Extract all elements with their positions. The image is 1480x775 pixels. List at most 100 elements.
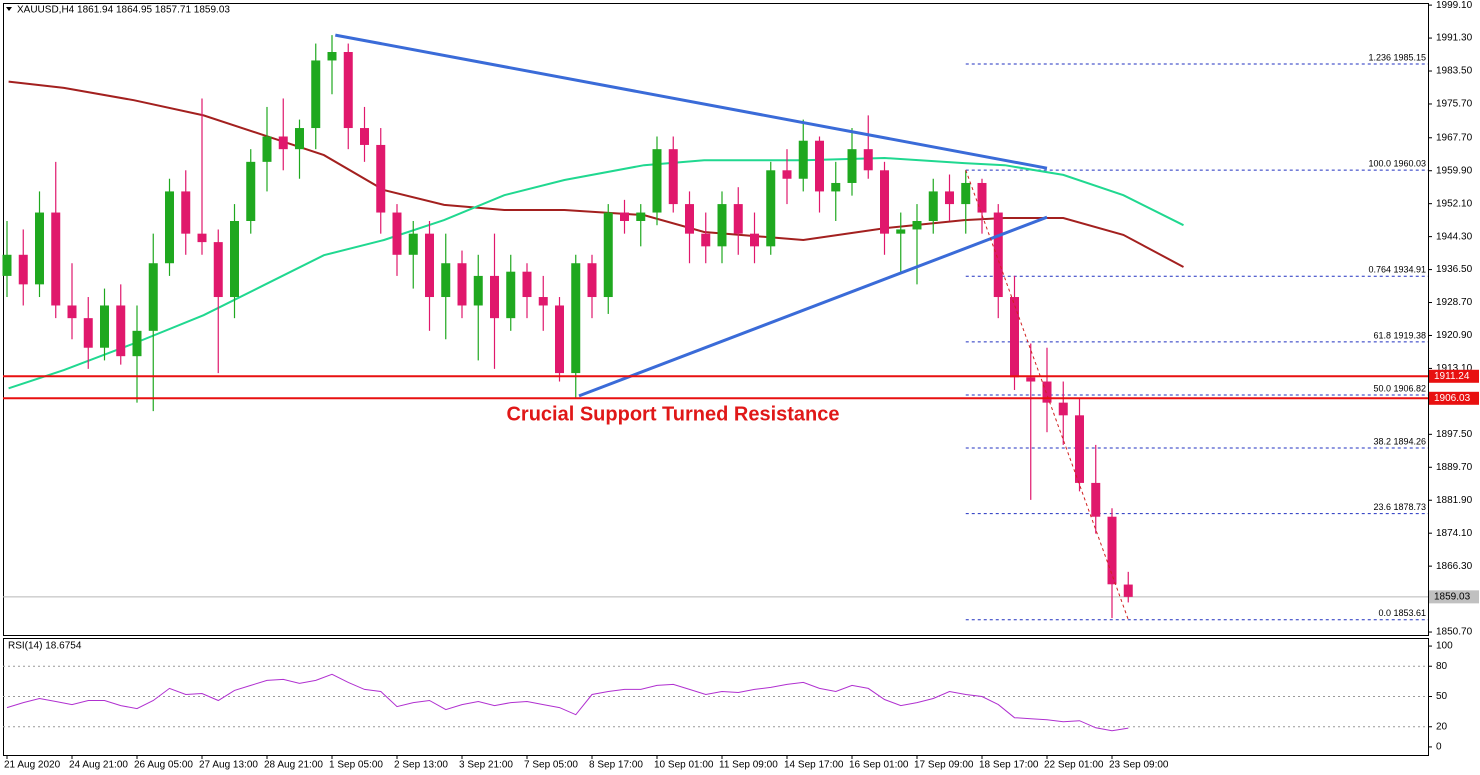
candle-body — [1026, 377, 1036, 382]
y-tick-label: 1897.50 — [1436, 429, 1473, 440]
price-tag — [1429, 391, 1479, 405]
y-tick-label: 1959.90 — [1436, 165, 1473, 176]
y-tick-label: 1967.70 — [1436, 132, 1473, 143]
candle-body — [1075, 415, 1084, 483]
candle-body — [782, 170, 792, 179]
fib-label: 61.8 1919.38 — [1373, 330, 1426, 340]
candle-body — [668, 149, 678, 205]
price-tag-label: 1906.03 — [1434, 393, 1471, 404]
candle-body — [1042, 381, 1052, 403]
candle-body — [880, 170, 889, 234]
candle-body — [490, 275, 499, 319]
x-tick-label: 27 Aug 13:00 — [199, 760, 258, 771]
fib-label: 38.2 1894.26 — [1373, 436, 1426, 446]
candle-body — [246, 161, 256, 221]
main-frame — [3, 3, 1429, 636]
x-tick-label: 10 Sep 01:00 — [654, 760, 714, 771]
annotation: Crucial Support Turned Resistance — [506, 403, 839, 425]
price-tag-label: 1859.03 — [1434, 591, 1471, 602]
x-tick-label: 16 Sep 01:00 — [849, 760, 909, 771]
candle-body — [343, 52, 353, 129]
candle-body — [1010, 297, 1019, 378]
fib-label: 100.0 1960.03 — [1368, 159, 1426, 169]
candle-body — [945, 191, 954, 205]
candle-body — [327, 52, 337, 61]
candle-body — [392, 212, 402, 255]
fib-line — [965, 170, 1129, 620]
candle-body — [230, 220, 239, 298]
x-tick-label: 18 Sep 17:00 — [979, 760, 1039, 771]
x-tick-label: 24 Aug 21:00 — [69, 760, 128, 771]
candle-body — [928, 191, 938, 221]
x-tick-label: 1 Sep 05:00 — [329, 760, 383, 771]
candle-body — [83, 318, 93, 348]
y-tick-label: 1928.70 — [1436, 297, 1473, 308]
y-tick-label: 50 — [1436, 691, 1448, 702]
candle-body — [847, 149, 857, 183]
y-tick-label: 1999.10 — [1436, 0, 1473, 11]
candle-body — [408, 233, 418, 255]
trend-line — [335, 33, 1048, 170]
y-tick-label: 1975.70 — [1436, 99, 1473, 110]
rsi-title: RSI(14) 18.6754 — [8, 641, 82, 652]
y-tick-label: 1889.70 — [1436, 462, 1473, 473]
fib-label: 0.0 1853.61 — [1378, 608, 1426, 618]
y-tick-label: 1983.50 — [1436, 66, 1473, 77]
candle-body — [18, 254, 28, 285]
x-tick-label: 26 Aug 05:00 — [134, 760, 193, 771]
candle-body — [538, 297, 548, 306]
candle-body — [51, 212, 61, 306]
menu-icon — [6, 7, 12, 11]
y-tick-label: 1936.50 — [1436, 264, 1473, 275]
y-tick-label: 1866.30 — [1436, 561, 1473, 572]
candle-body — [571, 263, 581, 374]
candle-body — [766, 170, 776, 247]
x-tick-label: 23 Sep 09:00 — [1109, 760, 1169, 771]
y-tick-label: 100 — [1436, 641, 1453, 652]
x-tick-label: 3 Sep 21:00 — [459, 760, 513, 771]
candle-body — [376, 144, 386, 213]
y-tick-label: 1881.90 — [1436, 495, 1473, 506]
x-tick-label: 22 Sep 01:00 — [1044, 760, 1104, 771]
candle-body — [35, 212, 44, 285]
candle-body — [977, 182, 987, 213]
candle-body — [555, 305, 564, 374]
candle-body — [213, 242, 223, 298]
candle-body — [685, 204, 694, 234]
candle-body — [278, 136, 288, 150]
fib-label: 1.236 1985.15 — [1368, 52, 1426, 62]
candle-body — [522, 271, 532, 298]
candle-body — [993, 212, 1003, 298]
candle-body — [701, 233, 711, 247]
y-tick-label: 80 — [1436, 661, 1448, 672]
candle-body — [132, 330, 142, 357]
trend-line — [578, 215, 1048, 398]
candle-body — [100, 305, 109, 348]
y-tick-label: 1952.10 — [1436, 198, 1473, 209]
candle-body — [165, 191, 174, 264]
candle-body — [1091, 482, 1101, 517]
fib-label: 23.6 1878.73 — [1373, 502, 1426, 512]
candle-body — [798, 140, 808, 179]
y-tick-label: 1991.30 — [1436, 33, 1473, 44]
candle-body — [473, 275, 483, 306]
y-tick-label: 1944.30 — [1436, 231, 1473, 242]
candle-body — [262, 136, 272, 162]
candle-body — [603, 212, 613, 298]
candle-body — [912, 220, 922, 230]
candle-body — [67, 305, 77, 319]
x-tick-label: 7 Sep 05:00 — [524, 760, 578, 771]
chart-title: XAUUSD,H4 1861.94 1864.95 1857.71 1859.0… — [17, 5, 230, 16]
candle-body — [620, 212, 629, 221]
candle-body — [116, 305, 126, 357]
candle-body — [815, 140, 824, 192]
x-tick-label: 17 Sep 09:00 — [914, 760, 974, 771]
candle-body — [733, 204, 743, 234]
price-tag-label: 1911.24 — [1434, 371, 1470, 382]
candle-body — [863, 149, 873, 171]
y-tick-label: 1874.10 — [1436, 528, 1473, 539]
candle-body — [896, 229, 906, 234]
candle-body — [457, 263, 467, 306]
y-tick-label: 1913.10 — [1436, 363, 1473, 374]
x-tick-label: 8 Sep 17:00 — [589, 760, 643, 771]
